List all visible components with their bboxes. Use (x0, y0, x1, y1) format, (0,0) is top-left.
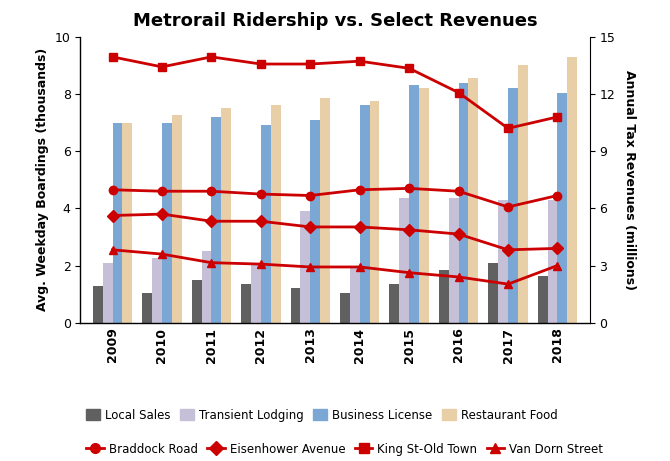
Bar (212, 117, 221, 323)
Bar (142, 293, 152, 323)
Bar (350, 266, 360, 323)
Bar (449, 198, 458, 323)
Bar (439, 270, 449, 323)
Bar (152, 258, 162, 323)
Bar (192, 280, 202, 323)
Bar (261, 125, 271, 323)
Bar (468, 78, 478, 323)
Bar (488, 263, 498, 323)
Bar (310, 120, 320, 323)
Bar (538, 276, 547, 323)
Bar (458, 83, 468, 323)
Bar (162, 123, 172, 323)
Bar (340, 293, 350, 323)
Y-axis label: Avg. Weekday Boardings (thousands): Avg. Weekday Boardings (thousands) (36, 48, 50, 312)
Bar (271, 106, 281, 323)
Bar (251, 263, 261, 323)
Bar (92, 285, 103, 323)
Bar (557, 93, 567, 323)
Bar (202, 251, 212, 323)
Bar (389, 284, 399, 323)
Bar (360, 106, 370, 323)
Bar (567, 57, 578, 323)
Bar (508, 89, 518, 323)
Bar (103, 263, 113, 323)
Title: Metrorail Ridership vs. Select Revenues: Metrorail Ridership vs. Select Revenues (133, 12, 537, 30)
Bar (123, 123, 132, 323)
Bar (320, 98, 330, 323)
Legend: Braddock Road, Eisenhower Avenue, King St-Old Town, Van Dorn Street: Braddock Road, Eisenhower Avenue, King S… (86, 443, 603, 456)
Bar (419, 89, 429, 323)
Bar (547, 200, 557, 323)
Bar (241, 284, 251, 323)
Bar (300, 211, 310, 323)
Bar (399, 198, 409, 323)
Bar (172, 116, 182, 323)
Bar (518, 65, 528, 323)
Y-axis label: Annual Tax Revenues (millions): Annual Tax Revenues (millions) (623, 70, 636, 290)
Bar (409, 85, 419, 323)
Bar (113, 123, 123, 323)
Bar (498, 200, 508, 323)
Bar (370, 101, 379, 323)
Bar (291, 289, 300, 323)
Bar (221, 108, 231, 323)
